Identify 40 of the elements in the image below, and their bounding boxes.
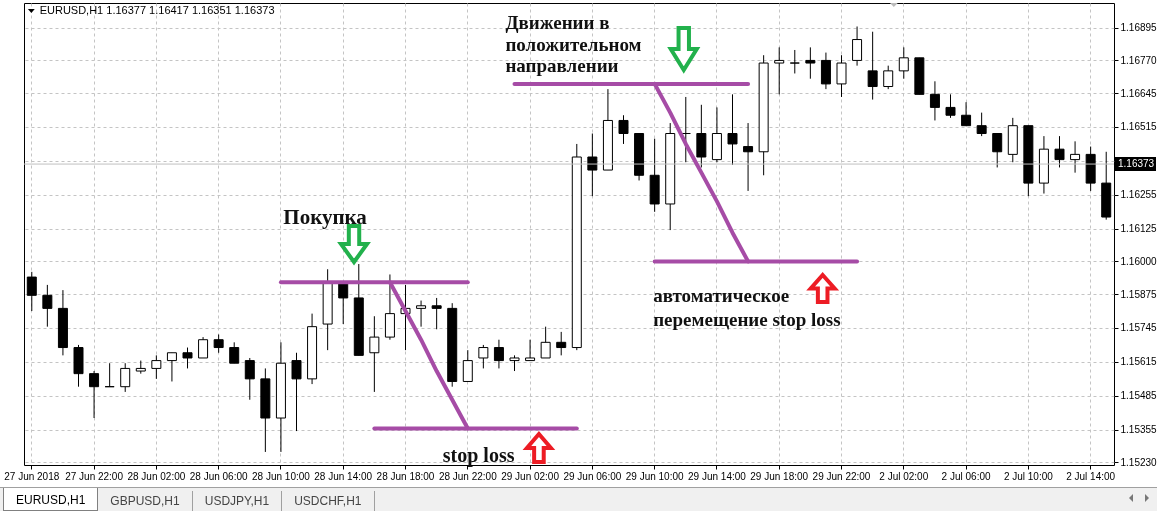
y-tick-label: 1.15875 [1120, 288, 1157, 300]
y-tick-label: 1.16515 [1120, 121, 1157, 133]
x-tick-label: 29 Jun 22:00 [812, 470, 871, 482]
annotation: автоматическое перемещение stop loss [653, 285, 841, 330]
annotation: Покупка [283, 205, 368, 229]
ref-line-label: 1.16373 [1118, 158, 1155, 170]
x-tick-label: 2 Jul 10:00 [1003, 470, 1054, 482]
x-tick-label: 2 Jul 02:00 [879, 470, 929, 482]
y-tick-label: 1.16770 [1120, 54, 1157, 66]
y-tick-label: 1.15485 [1120, 390, 1157, 402]
x-tick-label: 29 Jun 14:00 [688, 470, 747, 482]
x-tick-label: 29 Jun 02:00 [501, 470, 560, 482]
text: USDCHF,H1 [282, 491, 375, 511]
x-tick-label: 28 Jun 18:00 [376, 470, 435, 482]
x-tick-label: 28 Jun 10:00 [252, 470, 311, 482]
x-tick-label: 28 Jun 14:00 [314, 470, 373, 482]
x-tick-label: 28 Jun 06:00 [189, 470, 248, 482]
text: USDJPY,H1 [192, 491, 283, 511]
y-tick-label: 1.16645 [1120, 87, 1157, 99]
x-tick-label: 28 Jun 22:00 [438, 470, 498, 482]
x-tick-label: 29 Jun 18:00 [750, 470, 809, 482]
annotation: stop loss [442, 444, 515, 467]
x-tick-label: 28 Jun 02:00 [127, 470, 186, 482]
x-tick-label: 29 Jun 06:00 [563, 470, 622, 482]
y-tick-label: 1.15355 [1120, 424, 1157, 436]
y-tick-label: 1.15230 [1120, 456, 1157, 468]
chart-title: EURUSD,H1 1.16377 1.16417 1.16351 1.16373 [39, 4, 275, 16]
x-tick-label: 2 Jul 06:00 [941, 470, 991, 482]
y-tick-label: 1.16255 [1120, 189, 1157, 201]
x-tick-label: 29 Jun 10:00 [625, 470, 684, 482]
y-tick-label: 1.16000 [1120, 255, 1157, 267]
y-tick-label: 1.15745 [1120, 322, 1157, 334]
x-tick-label: 27 Jun 2018 [4, 470, 60, 482]
y-tick-label: 1.15615 [1120, 356, 1157, 368]
x-tick-label: 2 Jul 14:00 [1066, 470, 1116, 482]
x-tick-label: 27 Jun 22:00 [65, 470, 124, 482]
y-tick-label: 1.16125 [1120, 223, 1157, 235]
y-tick-label: 1.16895 [1120, 22, 1157, 34]
text: GBPUSD,H1 [98, 491, 193, 511]
annotation: Движении в положительном направлении [505, 12, 642, 76]
